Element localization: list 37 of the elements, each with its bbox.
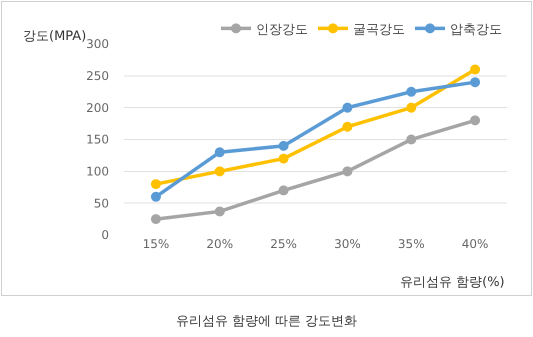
- legend-label: 굴곡강도: [353, 22, 405, 38]
- x-tick-label: 30%: [334, 237, 361, 251]
- point: [150, 179, 161, 190]
- point: [406, 134, 416, 144]
- y-tick-label: 100: [86, 164, 109, 179]
- y-tick-label: 0: [101, 228, 109, 242]
- point: [342, 102, 352, 113]
- point: [278, 140, 289, 151]
- point: [406, 86, 416, 97]
- point: [470, 115, 480, 126]
- y-axis-title: 강도(MPA): [23, 29, 86, 44]
- point: [214, 206, 225, 216]
- point: [470, 64, 480, 74]
- x-axis-title: 유리섬유 함량(%): [400, 275, 505, 290]
- y-tick-label: 150: [86, 132, 109, 147]
- x-tick-label: 40%: [462, 237, 488, 251]
- point: [406, 102, 416, 113]
- point: [278, 185, 289, 196]
- point: [214, 166, 225, 176]
- x-tick-label: 25%: [270, 237, 297, 251]
- y-tick-label: 50: [94, 196, 109, 210]
- point: [278, 154, 289, 164]
- point: [342, 122, 352, 132]
- legend-label: 압축강도: [450, 22, 502, 38]
- x-tick-label: 35%: [398, 237, 425, 251]
- y-tick-label: 200: [86, 100, 109, 115]
- legend-label: 인장강도: [256, 22, 308, 38]
- x-tick-label: 15%: [142, 237, 170, 251]
- point: [214, 147, 225, 158]
- y-tick-label: 300: [86, 37, 109, 52]
- point: [342, 166, 352, 176]
- point: [150, 214, 161, 224]
- point: [470, 77, 480, 88]
- point: [150, 192, 161, 202]
- x-tick-label: 20%: [206, 237, 234, 251]
- text: 유리섬유 함량에 따른 강도변화: [174, 313, 358, 330]
- y-tick-label: 250: [86, 69, 109, 84]
